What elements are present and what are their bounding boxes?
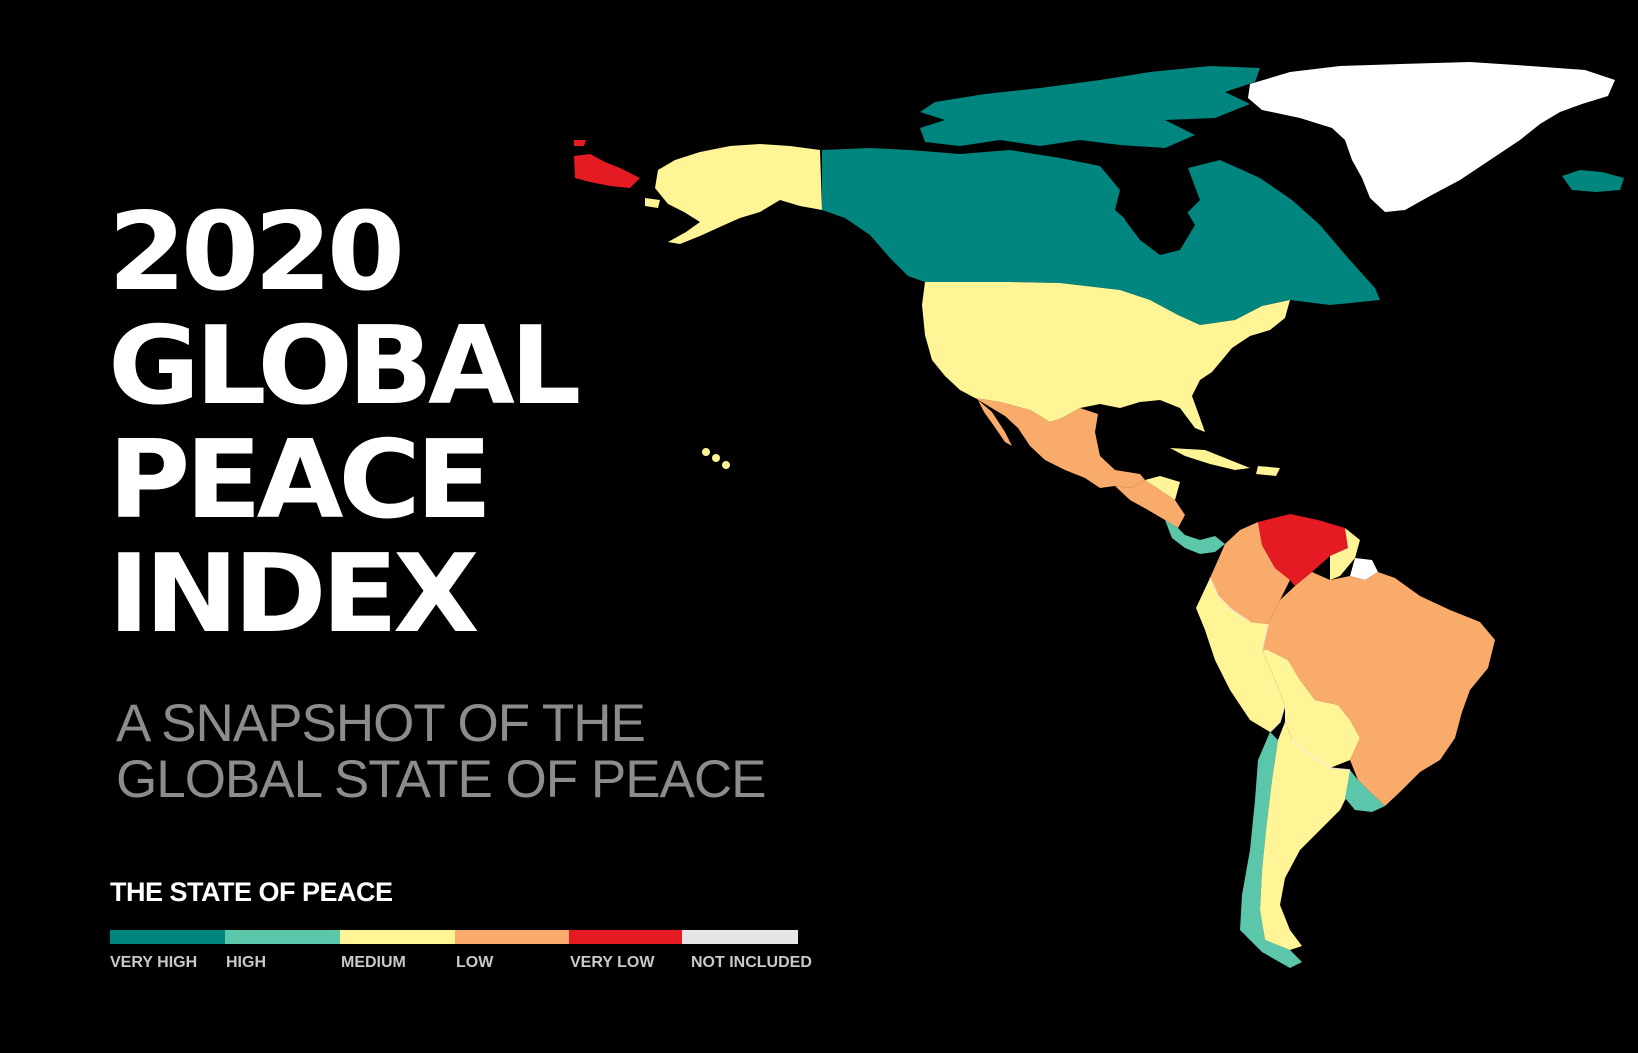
legend-label-very-high: VERY HIGH [110,954,198,971]
legend-color-bar [110,930,830,944]
venezuela-region [1258,514,1348,586]
legend-swatch-low [455,930,569,944]
argentina-region [1260,722,1350,950]
canada-region [822,148,1380,325]
french-guiana-region [1350,558,1378,580]
chile-region [1240,732,1302,968]
legend-label-not-included: NOT INCLUDED [691,954,812,971]
legend-swatch-not-included [682,930,798,944]
uruguay-region [1345,770,1385,812]
title-year: 2020 [108,190,405,315]
legend-label-medium: MEDIUM [341,954,406,971]
title-line-global: GLOBAL [108,304,581,429]
subtitle-line-2: GLOBAL STATE OF PEACE [116,750,767,809]
bolivia-paraguay-region [1262,650,1360,768]
title-line-peace: PEACE [108,418,492,543]
title-line-index: INDEX [108,532,480,657]
subtitle-line-1: A SNAPSHOT OF THE [116,694,646,753]
ecuador-peru-region [1196,578,1285,732]
alaska-region [655,144,822,244]
legend-swatch-high [225,930,340,944]
legend-swatch-very-low [569,930,682,944]
costa-rica-panama-region [1165,520,1225,554]
legend-label-very-low: VERY LOW [570,954,655,971]
guyana-suriname-region [1330,528,1360,580]
cuba-region [1170,448,1250,470]
mexico-region [975,398,1145,488]
canada-arctic-islands [920,66,1260,148]
iceland-region [1562,170,1624,192]
legend-title: THE STATE OF PEACE [110,877,393,907]
legend-swatch-medium [340,930,455,944]
central-america-region [1115,480,1185,528]
russia-far-east-region [574,154,640,188]
colombia-region [1210,522,1290,624]
main-title: 2020 GLOBAL PEACE INDEX [108,190,581,657]
legend-label-high: HIGH [226,954,266,971]
legend-labels: VERY HIGH HIGH MEDIUM LOW VERY LOW NOT I… [110,954,830,978]
subtitle: A SNAPSHOT OF THE GLOBAL STATE OF PEACE [116,694,767,809]
legend-swatch-very-high [110,930,225,944]
united-states-region [922,282,1290,432]
legend-label-low: LOW [456,954,494,971]
greenland-region [1248,62,1615,212]
brazil-region [1262,572,1495,806]
state-of-peace-legend: THE STATE OF PEACE VERY HIGH HIGH MEDIUM… [110,877,830,978]
